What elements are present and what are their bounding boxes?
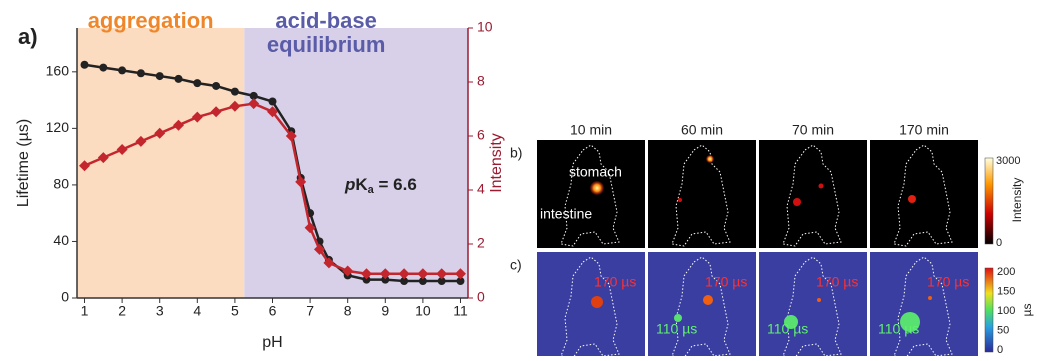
signal-spot [706, 155, 714, 163]
lifetime-image [537, 252, 645, 356]
signal-spot [678, 198, 682, 202]
organ-label: intestine [540, 206, 592, 222]
x-tick-label: 9 [381, 303, 389, 319]
colorbar-tick: 150 [997, 285, 1015, 297]
colorbar-tick: 50 [997, 324, 1009, 336]
y-tick-label: 160 [46, 63, 70, 79]
annotation-part: p [344, 175, 355, 194]
annotation-part: K [355, 175, 368, 194]
lifetime-label: 170 µs [816, 274, 858, 290]
signal-spot [817, 298, 821, 302]
lifetime-label: 110 µs [656, 321, 697, 337]
y-tick-label: 120 [46, 119, 70, 135]
x-tick-label: 1 [81, 303, 89, 319]
annotation-part: = 6.6 [374, 175, 417, 194]
lifetime-label: 170 µs [594, 274, 636, 290]
point [99, 64, 107, 72]
x-tick-label: 11 [453, 303, 468, 319]
time-label: 10 min [570, 122, 612, 138]
point [118, 66, 126, 74]
row-label: c) [510, 257, 522, 273]
time-label: 170 min [899, 122, 949, 138]
y-axis-title: Lifetime (µs) [15, 119, 32, 207]
y2-tick-label: 6 [477, 127, 485, 143]
lifetime-label: 110 µs [878, 321, 919, 337]
panel-label: a) [18, 24, 38, 49]
signal-spot [590, 181, 604, 195]
lifetime-label: 170 µs [705, 274, 747, 290]
intensity-image [870, 140, 978, 248]
x-tick-label: 6 [269, 303, 277, 319]
colorbar-tick: 0 [997, 344, 1003, 356]
x-tick-label: 10 [415, 303, 431, 319]
signal-spot [928, 296, 932, 300]
lifetime-image [648, 252, 756, 356]
point [212, 82, 220, 90]
point [193, 79, 201, 87]
signal-spot [793, 198, 801, 206]
time-label: 60 min [681, 122, 723, 138]
region-label: aggregation [88, 8, 214, 33]
y-tick-label: 40 [53, 232, 69, 248]
y2-tick-label: 0 [477, 289, 485, 305]
lifetime-image [759, 252, 867, 356]
y2-tick-label: 8 [477, 73, 485, 89]
point [156, 72, 164, 80]
colorbar-title: Intensity [1010, 178, 1024, 223]
point [231, 88, 239, 96]
y-tick-label: 80 [53, 176, 69, 192]
y2-tick-label: 10 [477, 19, 493, 35]
image-panels: b) c) 10 min 60 min 70 min 170 min stomach inte… [510, 122, 1034, 356]
y-tick-label: 0 [61, 289, 69, 305]
colorbar-tick: 0 [996, 237, 1002, 249]
x-tick-label: 8 [344, 303, 352, 319]
region [244, 28, 468, 298]
intensity-colorbar [985, 158, 993, 244]
region-label: acid-base [275, 8, 377, 33]
colorbar-tick: 200 [997, 266, 1015, 278]
lifetime-label: 110 µs [767, 321, 808, 337]
signal-spot [591, 296, 603, 308]
annotation: pKa = 6.6 [344, 175, 417, 195]
region-label: equilibrium [267, 32, 386, 57]
point [269, 98, 277, 106]
lifetime-image [870, 252, 978, 356]
y2-tick-label: 4 [477, 181, 485, 197]
figure: aggregation acid-baseequilibrium 1 2 3 4 5 6 7 8 9… [0, 0, 1037, 356]
y2-axis-title: Intensity [488, 133, 505, 193]
lifetime-label: 170 µs [927, 274, 969, 290]
row-label: b) [510, 145, 522, 161]
point [175, 75, 183, 83]
x-tick-label: 5 [231, 303, 239, 319]
time-label: 70 min [792, 122, 834, 138]
colorbar-title: µs [1020, 304, 1034, 317]
colorbar-tick: 3000 [996, 155, 1020, 167]
point [137, 69, 145, 77]
lifetime-colorbar [985, 268, 993, 352]
colorbar-tick: 100 [997, 305, 1015, 317]
x-axis-title: pH [262, 334, 282, 351]
signal-spot [819, 184, 824, 189]
signal-spot [908, 195, 916, 203]
organ-label: stomach [569, 164, 622, 180]
intensity-image [648, 140, 756, 248]
x-tick-label: 3 [156, 303, 164, 319]
point [81, 61, 89, 69]
x-tick-label: 2 [118, 303, 126, 319]
y2-tick-label: 2 [477, 235, 485, 251]
x-tick-label: 7 [306, 303, 314, 319]
intensity-image [537, 140, 645, 248]
x-tick-label: 4 [193, 303, 201, 319]
signal-spot [703, 295, 713, 305]
intensity-image [759, 140, 867, 248]
